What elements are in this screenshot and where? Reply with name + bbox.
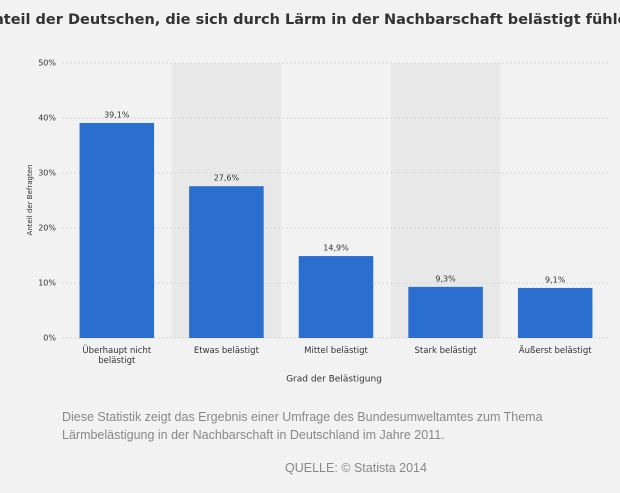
data-label: 27,6% (214, 174, 240, 183)
bar (79, 122, 155, 338)
y-axis-label: Anteil der Befragten (26, 165, 34, 236)
data-label: 9,3% (435, 274, 456, 283)
y-tick-label: 0% (43, 334, 56, 343)
y-tick-label: 10% (38, 279, 56, 288)
bar (517, 287, 593, 338)
x-axis-label: Grad der Belästigung (286, 375, 382, 385)
bar (189, 186, 264, 338)
data-label: 39,1% (104, 110, 130, 119)
bar (298, 256, 374, 338)
description: Diese Statistik zeigt das Ergebnis einer… (62, 410, 543, 424)
x-tick-label: Überhaupt nicht belästigt (82, 346, 152, 366)
x-tick-label: Äußerst belästigt (518, 346, 592, 356)
data-label: 14,9% (323, 244, 349, 253)
bar (408, 286, 483, 338)
y-tick-label: 40% (38, 114, 56, 123)
x-tick-label: Stark belästigt (414, 346, 477, 356)
source: QUELLE: © Statista 2014 (285, 461, 427, 475)
y-tick-label: 20% (38, 224, 56, 233)
x-tick-label: Mittel belästigt (304, 346, 368, 356)
chart-title: Anteil der Deutschen, die sich durch Lär… (0, 12, 620, 28)
x-tick-label: Etwas belästigt (193, 346, 259, 356)
data-label: 9,1% (545, 275, 566, 284)
y-tick-label: 30% (38, 169, 56, 178)
y-tick-label: 50% (38, 59, 56, 68)
description: Lärmbelästigung in der Nachbarschaft in … (62, 428, 445, 442)
